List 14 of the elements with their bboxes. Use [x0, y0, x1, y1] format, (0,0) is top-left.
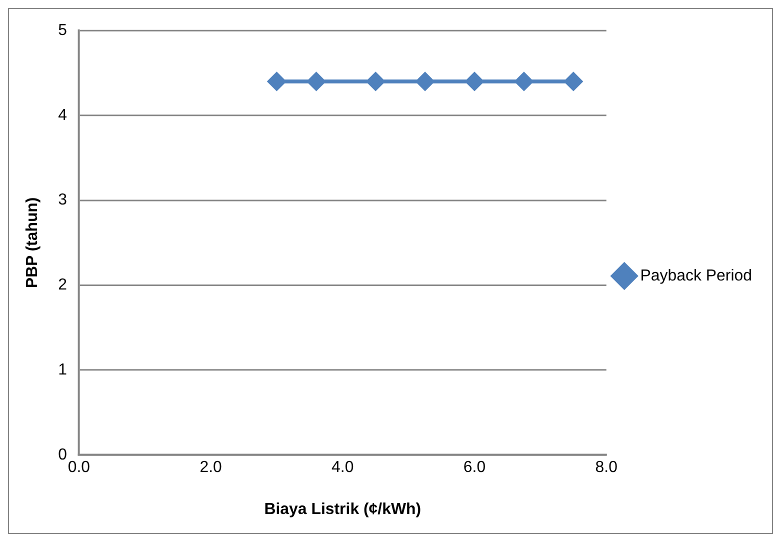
x-tick-label: 0.0 — [68, 458, 90, 476]
y-tick-label: 4 — [58, 106, 68, 124]
x-axis-title: Biaya Listrik (¢/kWh) — [264, 500, 422, 518]
y-tick-label: 5 — [58, 22, 68, 39]
y-tick-label: 3 — [58, 192, 68, 209]
y-tick-label: 2 — [58, 276, 68, 294]
legend-label: Payback Period — [640, 267, 752, 284]
x-tick-label: 8.0 — [595, 458, 618, 476]
y-tick-label: 1 — [58, 361, 68, 378]
y-axis-title: PBP (tahun) — [24, 197, 41, 288]
x-tick-label: 2.0 — [200, 458, 222, 476]
x-tick-label: 6.0 — [463, 458, 486, 476]
x-tick-label: 4.0 — [332, 458, 354, 476]
y-tick-label: 0 — [58, 446, 68, 464]
